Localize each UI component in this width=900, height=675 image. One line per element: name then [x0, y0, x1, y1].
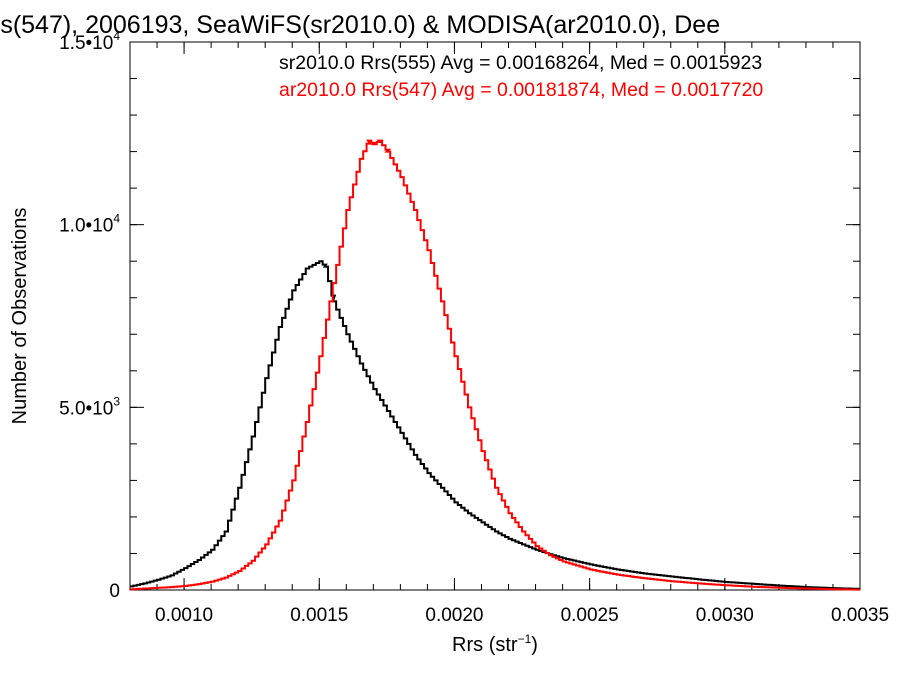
y-tick-exponent: 4 — [113, 29, 120, 43]
x-axis-label-sup: −1 — [518, 632, 532, 646]
x-tick-labels: 0.0010 0.0015 0.0020 0.0025 0.0030 0.0035 — [155, 605, 889, 626]
y-tick-label: 0 — [109, 581, 120, 602]
axis-ticks — [129, 41, 861, 591]
series-line-2 — [130, 139, 860, 591]
x-tick-label: 0.0015 — [290, 605, 348, 626]
x-tick-label: 0.0010 — [155, 605, 213, 626]
y-tick-label: 5.0•103 — [59, 394, 120, 419]
plot-frame — [129, 41, 861, 591]
x-tick-label: 0.0035 — [831, 605, 889, 626]
series-line-1 — [130, 260, 860, 590]
legend-entry-1: sr2010.0 Rrs(555) Avg = 0.00168264, Med … — [279, 52, 762, 74]
y-tick-mantissa: 0 — [109, 581, 120, 602]
y-tick-mantissa: 1.5•10 — [59, 33, 113, 54]
x-tick-label: 0.0020 — [425, 605, 483, 626]
series-layer — [130, 139, 860, 591]
x-axis-label-text: Rrs (str — [452, 634, 518, 656]
x-tick-label: 0.0025 — [561, 605, 619, 626]
y-tick-label: 1.5•104 — [59, 29, 120, 54]
chart-title: rs(547), 2006193, SeaWiFS(sr2010.0) & MO… — [0, 11, 720, 39]
x-axis-label-tail: ) — [531, 634, 538, 656]
y-tick-exponent: 4 — [113, 212, 120, 226]
x-axis-label: Rrs (str−1) — [452, 632, 538, 656]
y-tick-mantissa: 1.0•10 — [59, 216, 113, 237]
x-tick-label: 0.0030 — [696, 605, 754, 626]
y-tick-exponent: 3 — [113, 394, 120, 408]
legend-entry-2: ar2010.0 Rrs(547) Avg = 0.00181874, Med … — [279, 79, 763, 101]
y-axis-label: Number of Observations — [9, 208, 31, 425]
y-tick-label: 1.0•104 — [59, 212, 120, 237]
y-tick-mantissa: 5.0•10 — [59, 398, 113, 419]
